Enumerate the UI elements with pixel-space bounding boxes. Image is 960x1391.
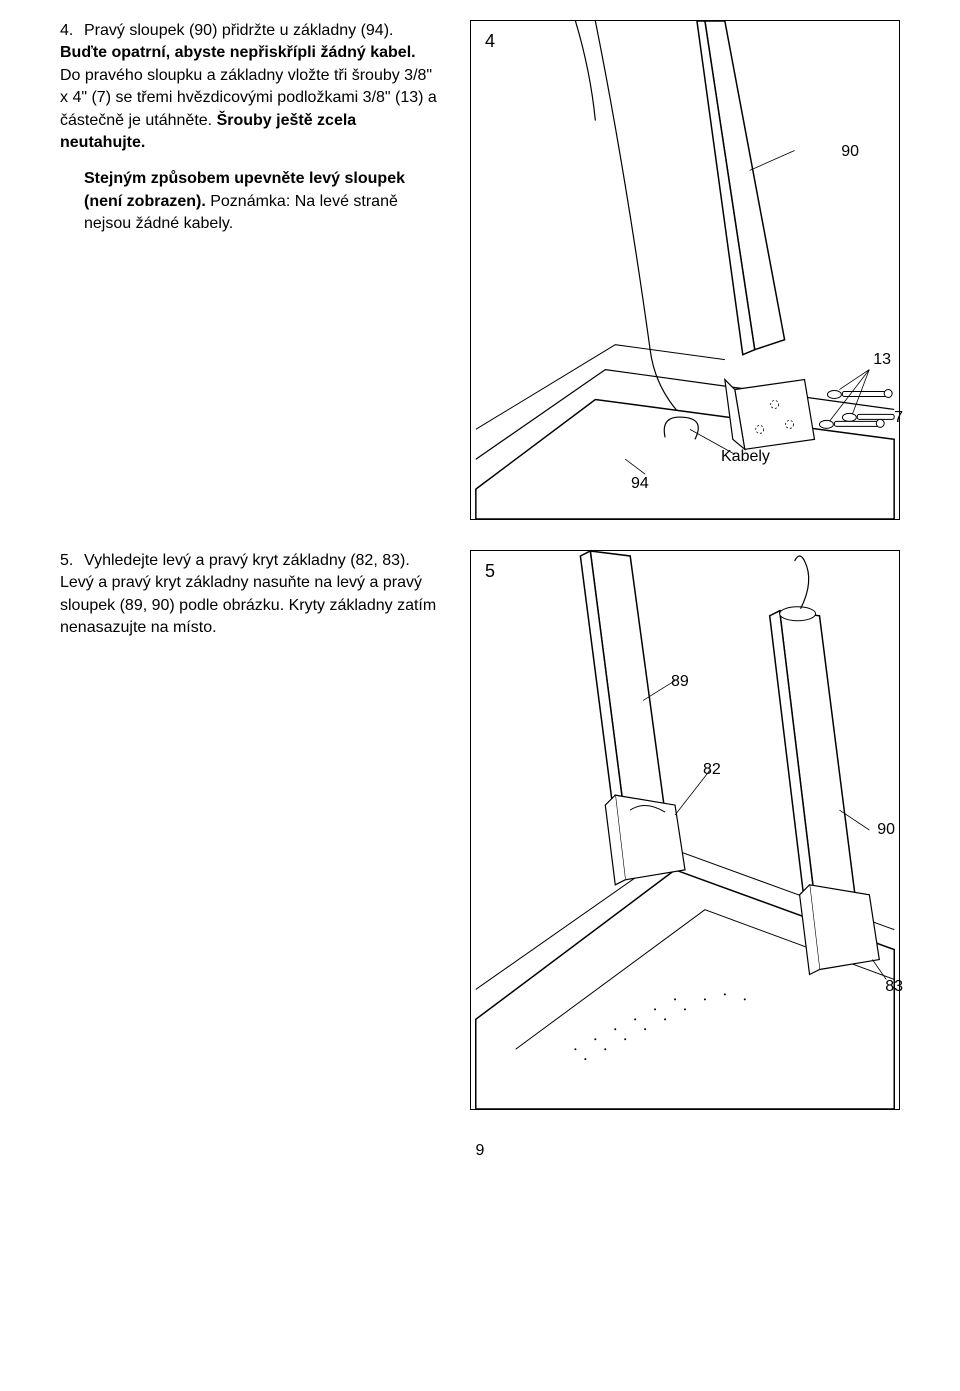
step-5-p1: Vyhledejte levý a pravý kryt základny (8… [60,552,436,636]
callout-13: 13 [873,349,891,371]
step-4-p1a: Pravý sloupek (90) přidržte u základny (… [84,22,393,39]
step-4-p1b: Buďte opatrní, abyste nepřiskřípli žádný… [60,44,416,61]
callout-90b: 90 [877,819,895,841]
callout-7: 7 [894,407,903,429]
step-4-number: 4. [60,20,84,42]
diagram-5-svg [471,551,899,1109]
callout-89: 89 [671,671,689,693]
step-5-row: 5.Vyhledejte levý a pravý kryt základny … [60,550,900,1110]
diagram-5-number: 5 [485,559,495,584]
diagram-5-box: 5 [470,550,900,1110]
step-5-text: 5.Vyhledejte levý a pravý kryt základny … [60,550,450,1110]
step-4-row: 4.Pravý sloupek (90) přidržte u základny… [60,20,900,520]
diagram-4-number: 4 [485,29,495,54]
step-5-number: 5. [60,550,84,572]
callout-94: 94 [631,473,649,495]
page-number: 9 [60,1140,900,1162]
step-4-diagram: 4 [470,20,900,520]
callout-83: 83 [885,976,903,998]
callout-kabely: Kabely [721,446,770,468]
diagram-4-svg [471,21,899,519]
step-5-diagram: 5 [470,550,900,1110]
callout-90: 90 [841,141,859,163]
callout-82: 82 [703,759,721,781]
step-4-text: 4.Pravý sloupek (90) přidržte u základny… [60,20,450,520]
diagram-4-box: 4 [470,20,900,520]
